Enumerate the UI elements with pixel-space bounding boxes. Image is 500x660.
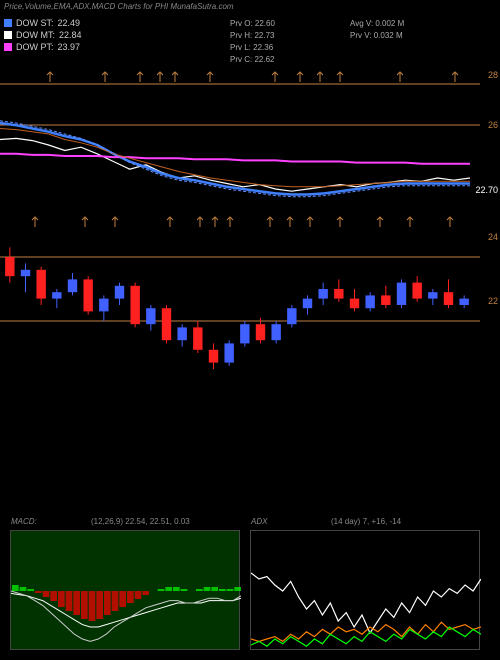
adx-panel: ADX (14 day) 7, +16, -14 (250, 530, 480, 650)
ohlc-stats: Prv O: 22.60 Prv H: 22.73 Prv L: 22.36 P… (230, 18, 275, 66)
legend-pt-label: DOW PT: (16, 42, 54, 52)
macd-chart (11, 531, 241, 651)
axis-26: 26 (488, 120, 498, 130)
legend-st-value: 22.49 (58, 18, 81, 28)
line-chart (0, 90, 480, 200)
volume-stats: Avg V: 0.002 M Prv V: 0.032 M (350, 18, 404, 42)
arrows-top (0, 70, 480, 85)
macd-stats: (12,26,9) 22.54, 22.51, 0.03 (91, 517, 190, 526)
legend: DOW ST: 22.49 DOW MT: 22.84 DOW PT: 23.9… (4, 18, 82, 54)
swatch-st (4, 19, 12, 27)
stat-o: Prv O: 22.60 (230, 18, 275, 30)
stat-l: Prv L: 22.36 (230, 42, 275, 54)
legend-mt-value: 22.84 (59, 30, 82, 40)
adx-chart (251, 531, 481, 651)
axis-28: 28 (488, 70, 498, 80)
page-title: Price,Volume,EMA,ADX,MACD Charts for PHI… (4, 2, 234, 11)
stat-avgv: Avg V: 0.002 M (350, 18, 404, 30)
legend-st: DOW ST: 22.49 (4, 18, 82, 28)
axis-22: 22 (488, 296, 498, 306)
stat-c: Prv C: 22.62 (230, 54, 275, 66)
macd-panel: MACD: (12,26,9) 22.54, 22.51, 0.03 (10, 530, 240, 650)
legend-mt-label: DOW MT: (16, 30, 55, 40)
swatch-mt (4, 31, 12, 39)
axis-24: 24 (488, 232, 498, 242)
adx-stats: (14 day) 7, +16, -14 (331, 517, 401, 526)
stat-prvv: Prv V: 0.032 M (350, 30, 404, 42)
legend-st-label: DOW ST: (16, 18, 54, 28)
swatch-pt (4, 43, 12, 51)
adx-label: ADX (251, 517, 267, 526)
legend-pt: DOW PT: 23.97 (4, 42, 82, 52)
stat-h: Prv H: 22.73 (230, 30, 275, 42)
legend-mt: DOW MT: 22.84 (4, 30, 82, 40)
candlestick-chart (0, 225, 480, 385)
axis-current: 22.70 (475, 185, 498, 195)
legend-pt-value: 23.97 (58, 42, 81, 52)
macd-label: MACD: (11, 517, 37, 526)
